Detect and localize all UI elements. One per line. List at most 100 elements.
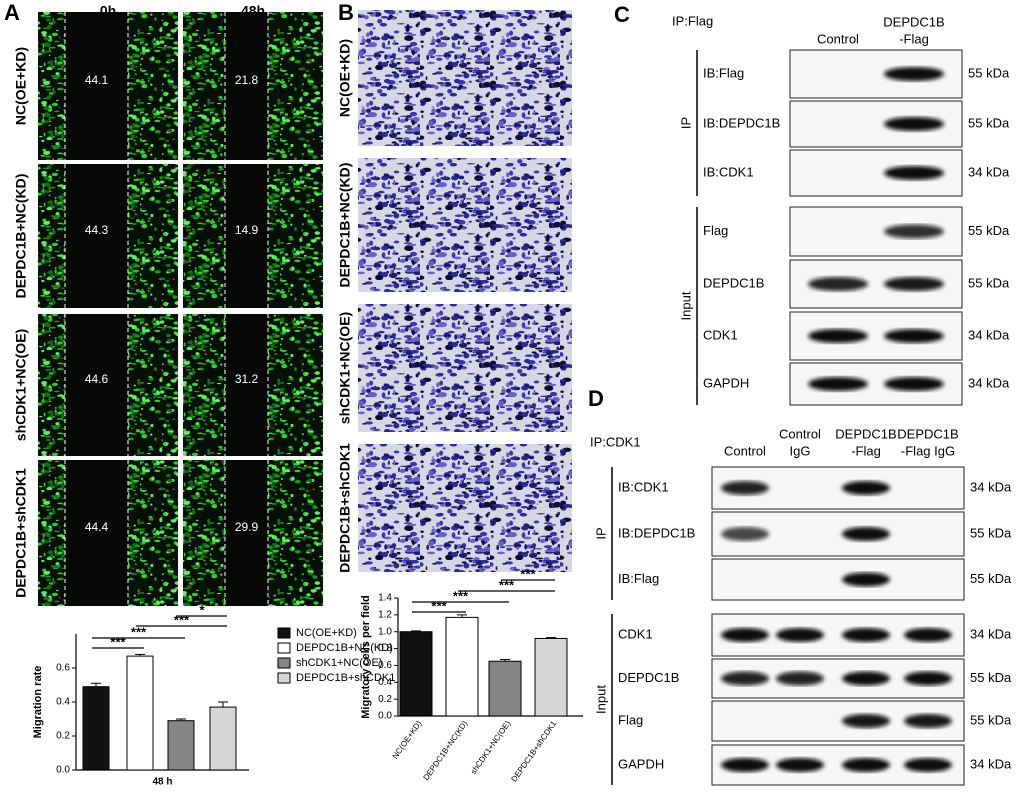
- row-label: NC(OE+KD): [13, 47, 29, 125]
- blot-label: IB:Flag: [703, 65, 744, 80]
- blot-band: [904, 671, 952, 686]
- panel-title: IP:CDK1: [590, 434, 641, 449]
- legend-label: NC(OE+KD): [296, 627, 357, 639]
- blot-band: [776, 671, 824, 686]
- y-axis-label: Migratory cells per field: [360, 595, 372, 718]
- lane-label: Control: [817, 31, 859, 46]
- wound-gap: [225, 164, 268, 308]
- row-label: DEPDC1B+shCDK1: [337, 443, 353, 573]
- legend-swatch: [277, 627, 291, 639]
- wound-gap: [225, 314, 268, 456]
- molecular-weight: 34 kDa: [970, 479, 1012, 494]
- molecular-weight: 55 kDa: [970, 712, 1012, 727]
- significance-label: *: [199, 602, 205, 617]
- blot-band: [884, 329, 944, 343]
- blot-label: CDK1: [618, 626, 653, 641]
- blot-band: [842, 572, 890, 587]
- molecular-weight: 34 kDa: [968, 164, 1010, 179]
- wound-gap: [65, 164, 128, 308]
- significance-label: ***: [520, 566, 536, 581]
- y-axis-label: Migration rate: [32, 666, 44, 739]
- gap-width: 31.2: [235, 372, 259, 386]
- molecular-weight: 55 kDa: [968, 65, 1010, 80]
- lane-label: -Flag: [899, 31, 929, 46]
- molecular-weight: 55 kDa: [968, 275, 1010, 290]
- blot-label: IB:Flag: [618, 571, 659, 586]
- bar: [82, 686, 110, 771]
- wound-gap: [225, 460, 268, 606]
- molecular-weight: 55 kDa: [970, 571, 1012, 586]
- y-tick-label: 0.8: [378, 643, 392, 654]
- lane-label: IgG: [790, 443, 811, 458]
- bar: [534, 637, 568, 717]
- significance-label: ***: [131, 624, 147, 639]
- transwell-image: [358, 444, 572, 572]
- blot-label: IB:CDK1: [618, 479, 669, 494]
- blot-band: [808, 277, 868, 291]
- significance-label: ***: [499, 577, 515, 592]
- row-label: NC(OE+KD): [337, 39, 353, 117]
- molecular-weight: 34 kDa: [970, 756, 1012, 771]
- bar: [488, 660, 522, 717]
- lane-label: Control: [779, 426, 821, 441]
- blot-band: [842, 714, 890, 728]
- blot-label: IB:CDK1: [703, 164, 754, 179]
- legend-swatch: [277, 657, 291, 669]
- y-tick-label: 1.4: [378, 593, 392, 604]
- blot-band: [808, 329, 868, 343]
- group-label: Input: [593, 685, 608, 714]
- bar: [126, 655, 154, 771]
- molecular-weight: 55 kDa: [970, 525, 1012, 540]
- wound-gap: [65, 460, 128, 606]
- blot-label: DEPDC1B: [618, 670, 679, 685]
- panel-letter: C: [614, 2, 630, 27]
- transwell-image: [358, 158, 572, 292]
- gap-width: 44.4: [85, 520, 109, 534]
- significance-label: ***: [174, 612, 190, 627]
- y-tick-label: 0.2: [378, 694, 392, 705]
- blot-band: [842, 527, 890, 541]
- lane-label: DEPDC1B: [835, 426, 896, 441]
- blot-band: [842, 758, 890, 772]
- blot-label: DEPDC1B: [703, 275, 764, 290]
- blot-label: Flag: [618, 712, 643, 727]
- gap-width: 44.6: [85, 372, 109, 386]
- lane-label: -Flag IgG: [901, 443, 955, 458]
- legend-label: DEPDC1B+NC(KD): [296, 642, 393, 654]
- blot-band: [842, 628, 890, 642]
- blot-frame: [711, 558, 965, 601]
- panel-letter: B: [338, 0, 354, 25]
- transwell-image: [358, 10, 572, 146]
- blot-label: IB:DEPDC1B: [618, 525, 695, 540]
- x-tick-label: DEPDC1B+NC(KD): [422, 719, 470, 782]
- y-tick-label: 0.0: [56, 765, 70, 776]
- row-label: DEPDC1B+shCDK1: [13, 468, 29, 598]
- wound-gap: [225, 12, 268, 160]
- gap-width: 44.3: [85, 223, 109, 237]
- blot-band: [721, 481, 769, 495]
- molecular-weight: 34 kDa: [968, 375, 1010, 390]
- y-tick-label: 0.6: [378, 660, 392, 671]
- blot-band: [884, 117, 944, 131]
- blot-band: [904, 758, 952, 772]
- blot-band: [904, 628, 952, 642]
- gap-width: 44.1: [85, 73, 109, 87]
- wound-gap: [65, 12, 128, 160]
- group-label: IP: [678, 117, 693, 129]
- blot-frame: [789, 49, 963, 99]
- wound-gap: [65, 314, 128, 456]
- bar: [167, 720, 195, 771]
- blot-band: [808, 377, 868, 391]
- blot-frame: [789, 100, 963, 148]
- gap-width: 29.9: [235, 520, 259, 534]
- blot-band: [776, 758, 824, 772]
- significance-label: ***: [453, 588, 469, 603]
- blot-label: GAPDH: [703, 375, 749, 390]
- blot-label: Flag: [703, 223, 728, 238]
- blot-band: [721, 628, 769, 642]
- molecular-weight: 34 kDa: [970, 626, 1012, 641]
- y-tick-label: 1.0: [378, 626, 392, 637]
- legend-swatch: [277, 642, 291, 654]
- y-tick-label: 0.0: [378, 711, 392, 722]
- panel-letter: D: [588, 386, 604, 411]
